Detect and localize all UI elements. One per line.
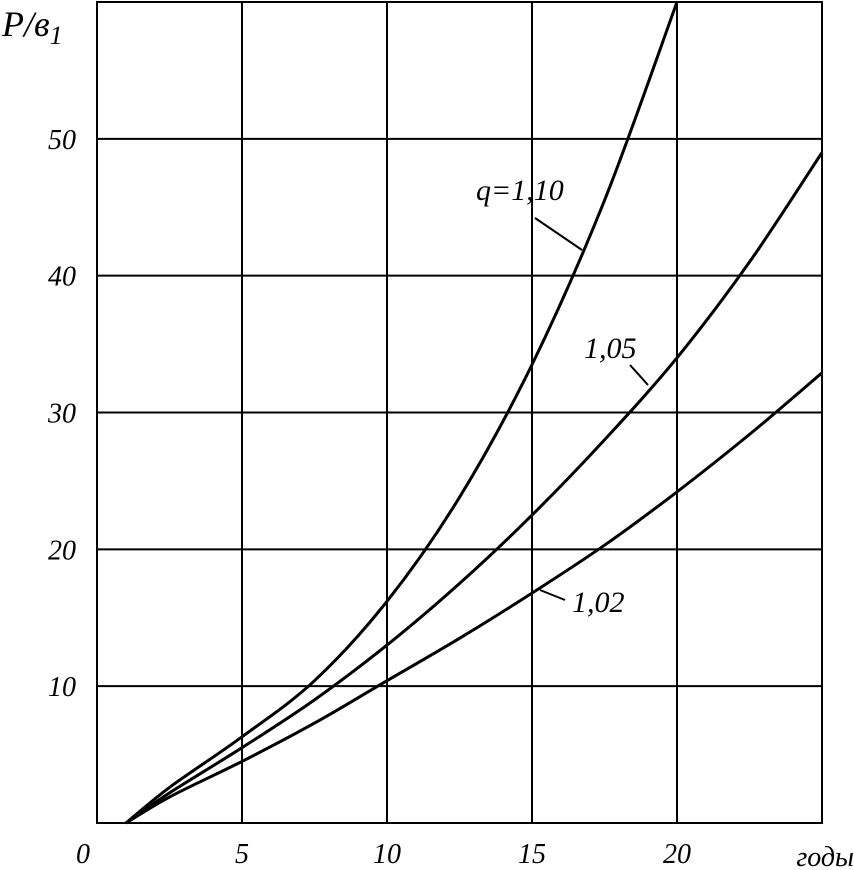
y-axis-title: P/в1 [1,4,63,50]
grid [96,1,823,824]
series-lines [125,1,824,825]
series-line-3 [125,371,823,825]
x-tick-label: 5 [235,839,249,870]
series-label-1: q=1,10 [476,174,564,207]
x-tick-label: 15 [518,839,546,870]
x-tick-label: 20 [663,839,691,870]
y-tick-label: 20 [48,535,76,566]
x-tick-label: 10 [373,839,401,870]
series-line-1 [125,1,679,825]
y-axis-title-subscript: 1 [50,21,63,50]
series-line-2 [125,151,824,825]
series-leader-1 [534,217,583,251]
series-leader-2 [629,364,649,386]
series-label-3: 1,02 [572,586,625,619]
series-label-2: 1,05 [584,332,637,365]
y-tick-label: 10 [48,672,76,703]
label-leaders [534,217,649,601]
series-leader-3 [539,589,566,601]
y-tick-label: 50 [48,125,76,156]
y-tick-label: 40 [48,262,76,293]
labels: 10 20 30 40 50 0 5 10 15 20 P/в1 годы q=1,10 1,05 1,02 [1,4,854,870]
y-tick-label: 30 [47,399,76,430]
x-tick-label: 0 [76,839,90,870]
x-axis-title: годы [796,842,854,870]
